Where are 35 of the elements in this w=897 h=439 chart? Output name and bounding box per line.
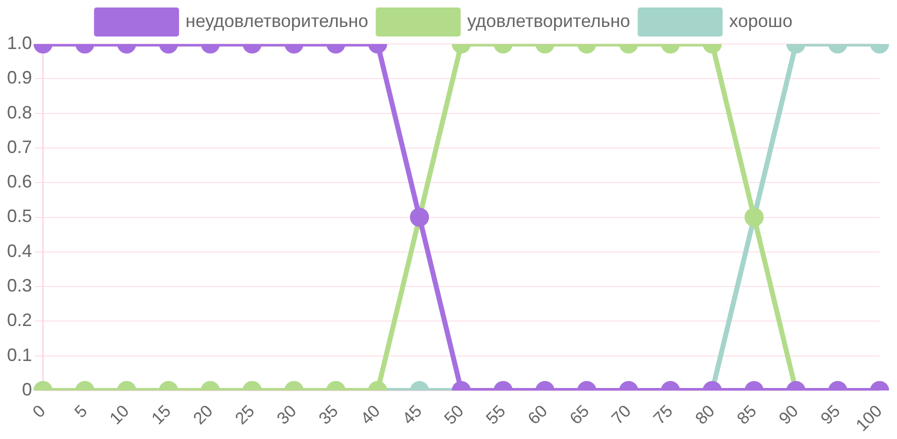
y-tick-label: 0.7 [6, 136, 32, 157]
x-tick-label: 35 [315, 401, 342, 428]
x-tick-label: 50 [440, 401, 468, 428]
x-tick-label: 80 [692, 401, 718, 428]
y-tick-label: 1.0 [6, 32, 32, 53]
x-tick-label: 30 [273, 401, 300, 428]
x-tick-label: 45 [398, 401, 426, 428]
y-tick-label: 0 [22, 379, 32, 400]
x-tick-label: 65 [566, 401, 593, 428]
x-tick-label: 75 [650, 401, 677, 428]
x-tick-label: 15 [148, 401, 175, 428]
legend-label: хорошо [729, 10, 792, 31]
x-tick-label: 100 [852, 401, 886, 435]
y-tick-label: 0.6 [6, 172, 32, 192]
y-tick-label: 0.8 [6, 102, 32, 122]
y-tick-label: 0.4 [6, 240, 32, 261]
legend-label: неудовлетворительно [186, 10, 368, 31]
legend-label: удовлетворительно [467, 10, 630, 31]
x-tick-label: 70 [608, 401, 635, 428]
y-tick-label: 0.2 [6, 310, 32, 330]
x-tick-label: 95 [817, 401, 844, 428]
y-tick-label: 0.1 [6, 344, 32, 365]
x-tick-label: 25 [231, 401, 258, 428]
x-tick-label: 0 [29, 401, 50, 422]
x-tick-label: 40 [356, 401, 384, 428]
x-tick-label: 55 [482, 401, 510, 428]
x-tick-label: 90 [775, 401, 802, 428]
x-tick-label: 20 [190, 401, 216, 428]
x-tick-label: 5 [70, 401, 91, 422]
y-tick-label: 0.5 [6, 206, 32, 226]
x-tick-label: 60 [524, 401, 552, 428]
y-tick-label: 0.9 [6, 68, 32, 88]
x-tick-label: 85 [733, 401, 760, 428]
y-tick-label: 0.3 [6, 276, 32, 296]
x-tick-label: 10 [106, 401, 133, 428]
